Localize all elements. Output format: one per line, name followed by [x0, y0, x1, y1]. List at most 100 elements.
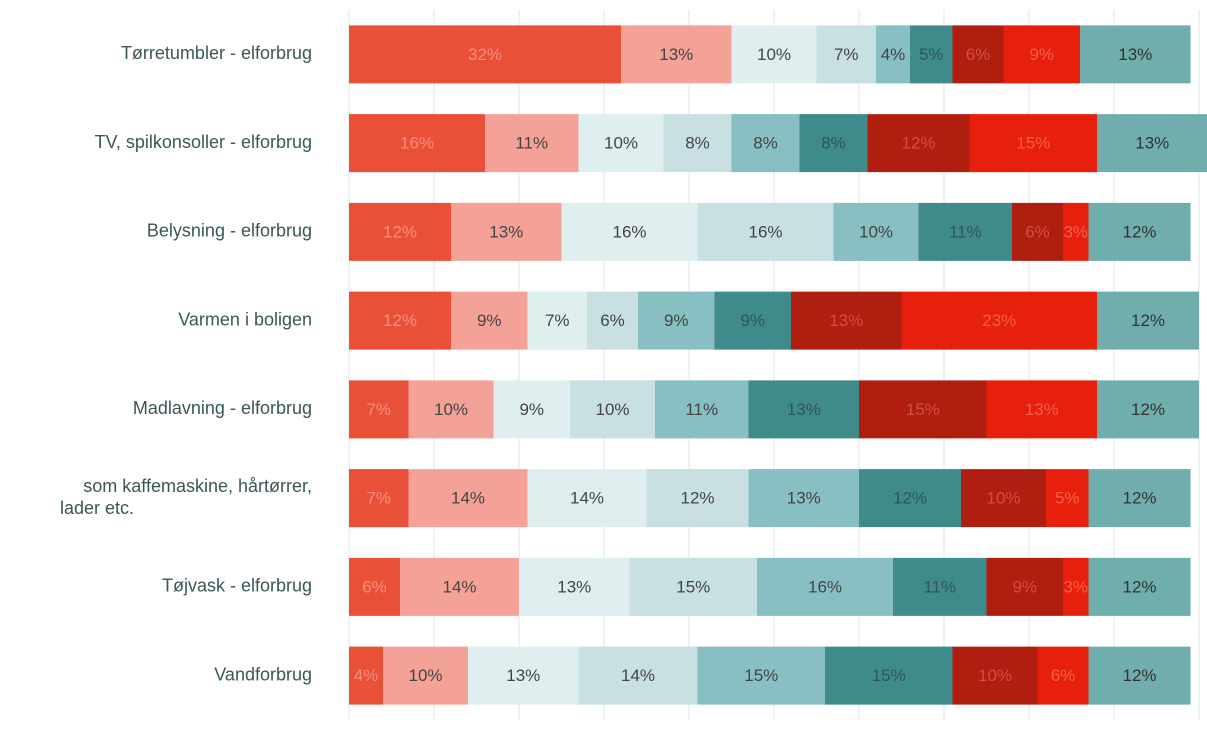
bar-segment [485, 114, 579, 173]
value-label: 13% [1118, 45, 1152, 64]
bar-segment [1063, 557, 1089, 616]
value-label: 4% [354, 666, 379, 685]
value-label: 9% [1012, 577, 1037, 596]
value-label: 7% [545, 311, 570, 330]
value-label: 10% [859, 222, 893, 241]
value-label: 9% [477, 311, 502, 330]
category-label: Vandforbrug [214, 664, 312, 684]
value-label: 10% [595, 400, 629, 419]
value-label: 6% [1025, 222, 1050, 241]
value-label: 6% [1051, 666, 1076, 685]
bar-segment [1088, 469, 1191, 528]
value-label: 6% [600, 311, 625, 330]
value-label: 13% [506, 666, 540, 685]
value-label: 16% [400, 134, 434, 153]
value-label: 10% [978, 666, 1012, 685]
value-label: 12% [1122, 222, 1156, 241]
value-label: 13% [787, 489, 821, 508]
bar-segment [833, 202, 919, 261]
value-label: 11% [685, 400, 718, 419]
bar-segment [349, 202, 451, 261]
bar-segment [731, 114, 800, 173]
value-label: 11% [923, 577, 956, 596]
bar-segment [621, 25, 732, 84]
bar-segment [697, 646, 825, 705]
value-label: 7% [366, 400, 391, 419]
bar-segment [952, 646, 1038, 705]
category-label: Tøjvask - elforbrug [162, 576, 312, 596]
value-label: 6% [966, 45, 991, 64]
bar-segment [876, 25, 910, 84]
bar-segment [791, 291, 902, 350]
category-label: Varmen i boligen [178, 309, 312, 329]
bar-segment [731, 25, 817, 84]
bar-segment [408, 380, 494, 439]
bar-segment [1012, 202, 1063, 261]
bar-segment [493, 380, 570, 439]
value-label: 13% [489, 222, 523, 241]
bar-segment [1097, 380, 1199, 439]
value-label: 12% [1131, 400, 1165, 419]
bar-segment [748, 380, 859, 439]
bar-segment [349, 469, 409, 528]
value-label: 6% [362, 577, 387, 596]
bar-segment [986, 380, 1097, 439]
value-label: 3% [1063, 577, 1088, 596]
value-label: 10% [434, 400, 468, 419]
value-label: 15% [906, 400, 940, 419]
value-label: 10% [408, 666, 442, 685]
bar-segment [901, 291, 1097, 350]
bar-segment [655, 380, 749, 439]
bar-segment [663, 114, 732, 173]
bar-segment [629, 557, 757, 616]
bar-segment [451, 291, 528, 350]
value-label: 9% [1029, 45, 1054, 64]
bar-segment [349, 291, 451, 350]
bar-segment [1097, 291, 1199, 350]
bar-segment [893, 557, 987, 616]
value-label: 12% [1122, 666, 1156, 685]
value-label: 11% [515, 134, 548, 153]
value-label: 12% [1122, 489, 1156, 508]
bar-segment [408, 469, 528, 528]
value-label: 3% [1063, 222, 1088, 241]
category-label: Tørretumbler - elforbrug [121, 43, 312, 63]
bar-segment [799, 114, 868, 173]
bar-segment [570, 380, 655, 439]
value-label: 15% [872, 666, 906, 685]
bar-segment [1088, 646, 1191, 705]
bar-segment [969, 114, 1097, 173]
bar-segment [1088, 202, 1191, 261]
bar-segment [561, 202, 698, 261]
value-label: 13% [659, 45, 693, 64]
value-label: 13% [557, 577, 591, 596]
value-label: 12% [680, 489, 714, 508]
value-label: 15% [1016, 134, 1050, 153]
value-label: 12% [1131, 311, 1165, 330]
bar-segment [468, 646, 579, 705]
bar-segment [638, 291, 715, 350]
bar-segment [1080, 25, 1191, 84]
value-label: 16% [748, 222, 782, 241]
value-label: 15% [676, 577, 710, 596]
bar-segment [986, 557, 1063, 616]
bar-segment [519, 557, 630, 616]
value-label: 14% [621, 666, 655, 685]
bar-segment [1063, 202, 1089, 261]
value-label: 5% [1055, 489, 1080, 508]
value-label: 5% [919, 45, 944, 64]
value-label: 9% [740, 311, 765, 330]
bar-segment [587, 291, 638, 350]
bar-segment [349, 114, 485, 173]
value-label: 14% [570, 489, 604, 508]
value-label: 8% [821, 134, 846, 153]
bar-segment [1003, 25, 1080, 84]
value-label: 8% [753, 134, 778, 153]
category-label: TV, spilkonsoller - elforbrug [95, 132, 312, 152]
value-label: 16% [612, 222, 646, 241]
value-label: 9% [664, 311, 689, 330]
value-label: 32% [468, 45, 502, 64]
bar-segment [1037, 646, 1089, 705]
bar-segment [1046, 469, 1089, 528]
